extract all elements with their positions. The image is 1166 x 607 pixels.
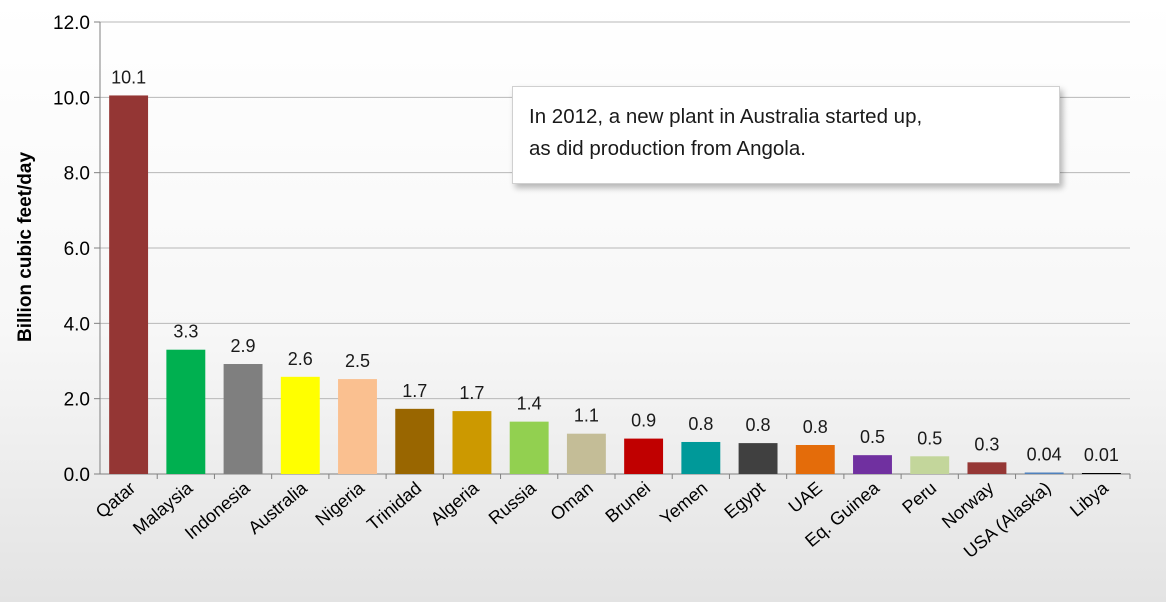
- y-tick-label: 10.0: [53, 88, 90, 109]
- data-label: 0.8: [688, 414, 713, 434]
- bar: [166, 349, 206, 474]
- bar: [509, 421, 549, 474]
- bar: [967, 462, 1007, 474]
- bar: [395, 408, 435, 474]
- annotation-line-1: In 2012, a new plant in Australia starte…: [529, 105, 923, 128]
- bar: [280, 376, 320, 474]
- bar: [624, 438, 664, 474]
- data-label: 1.1: [574, 406, 599, 426]
- data-label: 1.7: [459, 383, 484, 403]
- y-tick-label: 6.0: [64, 239, 90, 260]
- y-tick-label: 8.0: [64, 164, 90, 185]
- x-tick-label: Trinidad: [363, 478, 425, 535]
- bar: [910, 456, 950, 474]
- y-axis-label: Billion cubic feet/day: [15, 152, 36, 342]
- x-tick-label: Algeria: [427, 477, 484, 529]
- data-label: 2.5: [345, 351, 370, 371]
- bar: [795, 444, 835, 474]
- x-tick-label: Qatar: [92, 478, 139, 522]
- data-label: 0.3: [974, 434, 999, 454]
- data-label: 0.9: [631, 411, 656, 431]
- bar: [853, 455, 892, 474]
- data-label: 2.9: [231, 336, 256, 356]
- bar: [338, 379, 377, 474]
- x-tick-label: Nigeria: [312, 477, 369, 530]
- annotation-box: In 2012, a new plant in Australia starte…: [512, 86, 1060, 184]
- bar: [738, 443, 778, 474]
- data-label: 0.01: [1084, 445, 1119, 465]
- bar: [223, 364, 263, 474]
- data-label: 1.4: [517, 394, 542, 414]
- y-tick-label: 2.0: [64, 390, 90, 411]
- x-tick-label: UAE: [785, 478, 826, 517]
- data-label: 0.5: [917, 428, 942, 448]
- bar: [109, 95, 149, 474]
- y-tick-label: 4.0: [64, 314, 90, 335]
- data-label: 2.6: [288, 349, 313, 369]
- data-label: 0.8: [746, 415, 771, 435]
- data-label: 1.7: [402, 381, 427, 401]
- data-label: 3.3: [173, 322, 198, 342]
- x-tick-label: Oman: [547, 478, 597, 525]
- x-tick-label: Indonesia: [181, 477, 254, 543]
- bar: [681, 441, 721, 474]
- x-tick-label: Brunei: [601, 478, 654, 527]
- x-tick-label: Russia: [485, 477, 541, 528]
- data-label: 0.5: [860, 427, 885, 447]
- bar: [1081, 473, 1121, 474]
- x-tick-label: Yemen: [656, 478, 711, 529]
- x-tick-label: Peru: [898, 478, 940, 518]
- x-tick-label: Libya: [1066, 477, 1113, 521]
- data-label: 0.8: [803, 417, 828, 437]
- bar: [566, 433, 606, 474]
- y-tick-label: 0.0: [64, 465, 90, 486]
- data-label: 10.1: [111, 67, 146, 87]
- data-label: 0.04: [1027, 444, 1062, 464]
- y-tick-label: 12.0: [53, 13, 90, 34]
- x-tick-label: Egypt: [721, 478, 769, 523]
- bar: [1024, 472, 1064, 474]
- annotation-line-2: as did production from Angola.: [529, 137, 806, 160]
- bar: [452, 411, 492, 474]
- x-tick-label: Australia: [244, 477, 311, 538]
